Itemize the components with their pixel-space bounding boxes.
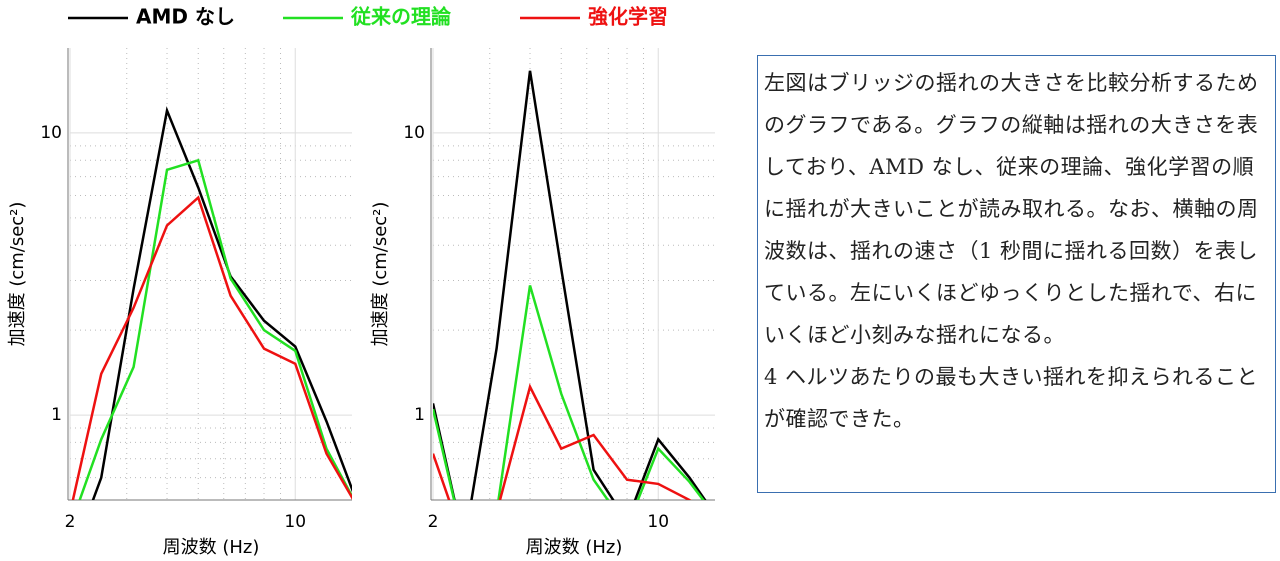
series-line <box>433 383 692 500</box>
x-tick-label: 10 <box>647 512 669 532</box>
y-tick-label: 10 <box>40 123 62 143</box>
legend-label: AMD なし <box>136 5 235 29</box>
series-line <box>433 285 705 500</box>
x-axis-label: 周波数 (Hz) <box>163 537 260 558</box>
legend-label: 従来の理論 <box>350 5 452 29</box>
x-tick-label: 2 <box>428 512 439 532</box>
y-tick-label: 1 <box>414 405 425 425</box>
legend-label: 強化学習 <box>588 5 668 29</box>
note-text: 4 ヘルツあたりの最も大きい揺れを抑えられることが確認できた。 <box>764 365 1259 431</box>
note-box: 左図はブリッジの揺れの大きさを比較分析するためのグラフである。グラフの縦軸は揺れ… <box>757 55 1276 493</box>
series-line <box>78 158 352 500</box>
y-tick-label: 1 <box>51 405 62 425</box>
y-axis-label: 加速度 (cm/sec²) <box>7 202 28 347</box>
x-tick-label: 10 <box>284 512 306 532</box>
series-line <box>71 195 352 500</box>
y-tick-label: 10 <box>403 123 425 143</box>
x-tick-label: 2 <box>65 512 76 532</box>
note-text: 左図はブリッジの揺れの大きさを比較分析するためのグラフである。グラフの縦軸は揺れ… <box>764 71 1259 347</box>
series-line <box>433 70 707 500</box>
y-axis-label: 加速度 (cm/sec²) <box>370 202 391 347</box>
series-line <box>91 106 352 500</box>
x-axis-label: 周波数 (Hz) <box>526 537 623 558</box>
